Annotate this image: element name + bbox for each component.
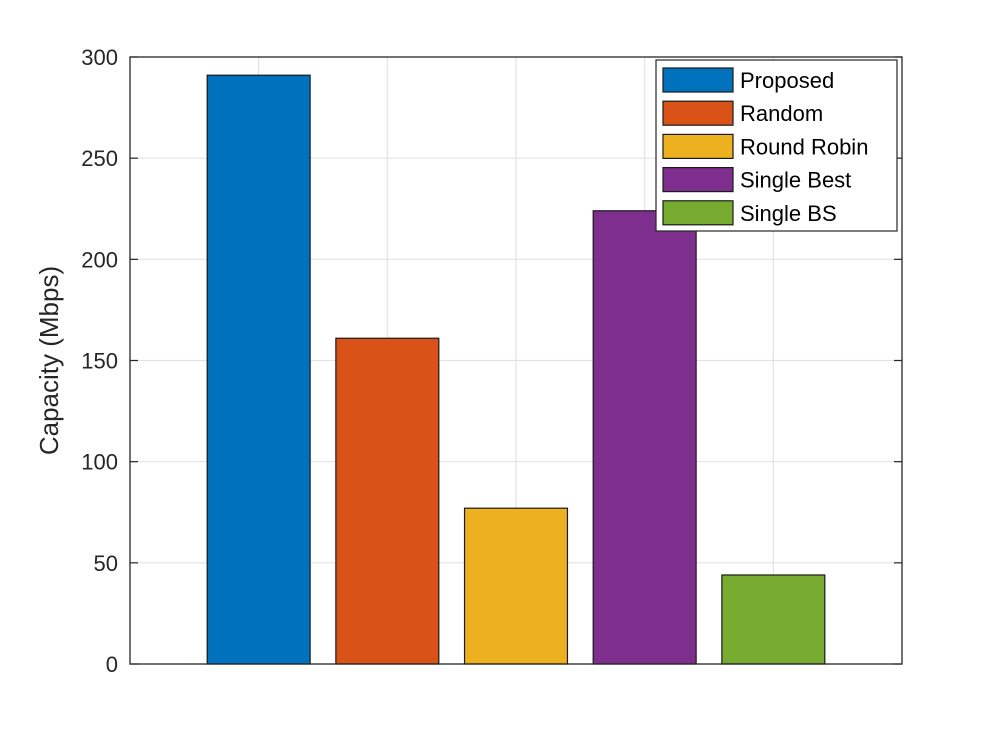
legend-label: Single Best bbox=[740, 168, 851, 193]
legend-swatch bbox=[662, 100, 734, 126]
bar-round-robin bbox=[463, 507, 569, 665]
legend-label: Random bbox=[740, 101, 823, 126]
legend-label: Proposed bbox=[740, 68, 834, 93]
y-tick-label: 200 bbox=[81, 247, 118, 272]
y-tick-label: 300 bbox=[81, 45, 118, 70]
y-tick-label: 250 bbox=[81, 146, 118, 171]
y-tick-label: 150 bbox=[81, 349, 118, 374]
y-ticks: 0 50 100 150 200 250 300 bbox=[81, 45, 902, 677]
legend: Proposed Random Round Robin Single Best Sing… bbox=[655, 59, 898, 232]
legend-swatch bbox=[662, 200, 734, 226]
legend-swatch bbox=[662, 67, 734, 93]
bar-single-bs bbox=[721, 574, 826, 665]
legend-swatch bbox=[662, 133, 734, 159]
y-tick-label: 50 bbox=[94, 551, 118, 576]
bars bbox=[206, 74, 826, 665]
bar-random bbox=[335, 337, 440, 665]
legend-label: Single BS bbox=[740, 201, 837, 226]
y-tick-label: 0 bbox=[106, 652, 118, 677]
legend-label: Round Robin bbox=[740, 134, 868, 159]
legend-swatch bbox=[662, 167, 734, 193]
y-axis-label: Capacity (Mbps) bbox=[34, 266, 64, 455]
bar-proposed bbox=[206, 74, 311, 665]
y-tick-label: 100 bbox=[81, 450, 118, 475]
axes-box bbox=[129, 56, 903, 665]
bar-single-best bbox=[592, 210, 697, 665]
